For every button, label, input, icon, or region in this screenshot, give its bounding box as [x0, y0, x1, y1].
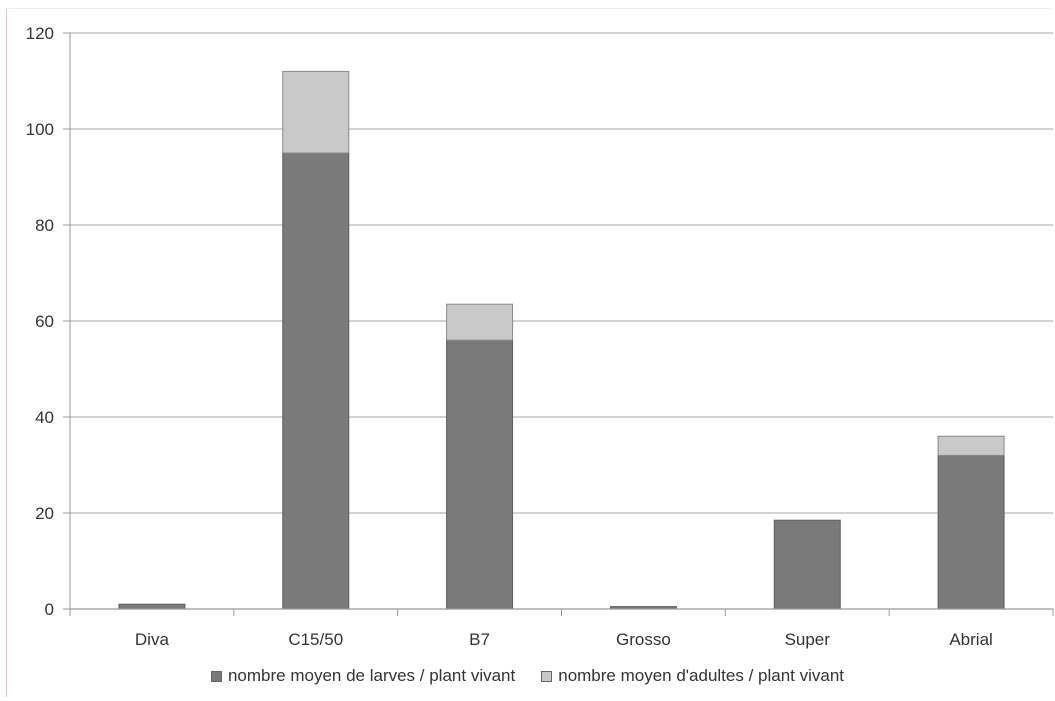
gridlines: [70, 32, 1053, 514]
x-axis-ticks: [69, 609, 1054, 616]
bar-larves-0: [118, 603, 186, 610]
bars: [118, 70, 1005, 610]
bar-adultes-5: [937, 435, 1005, 456]
bar-adultes-2: [446, 303, 514, 341]
y-tick-label-0: 0: [45, 600, 54, 619]
bar-larves-1: [282, 152, 350, 610]
chart-frame: [6, 8, 1051, 697]
legend-swatch-larves: [210, 670, 222, 682]
y-tick-label-40: 40: [35, 408, 54, 427]
y-tick-label-20: 20: [35, 504, 54, 523]
bar-larves-5: [937, 454, 1005, 610]
y-tick-label-80: 80: [35, 216, 54, 235]
category-label-2: B7: [469, 630, 490, 649]
category-label-1: C15/50: [288, 630, 343, 649]
category-label-5: Abrial: [949, 630, 992, 649]
category-label-3: Grosso: [616, 630, 671, 649]
legend-item-larves: nombre moyen de larves / plant vivant: [210, 666, 516, 686]
bar-larves-4: [773, 519, 841, 610]
legend-label-adultes: nombre moyen d'adultes / plant vivant: [558, 666, 845, 685]
legend: nombre moyen de larves / plant vivant no…: [0, 666, 1055, 686]
y-axis-ticks: 0 20 40 60 80 100 120: [26, 24, 71, 619]
category-labels: Diva C15/50 B7 Grosso Super Abrial: [135, 630, 993, 649]
y-tick-label-120: 120: [26, 24, 54, 43]
legend-label-larves: nombre moyen de larves / plant vivant: [227, 666, 516, 685]
legend-item-adultes: nombre moyen d'adultes / plant vivant: [541, 666, 844, 686]
y-tick-label-60: 60: [35, 312, 54, 331]
legend-swatch-adultes: [541, 670, 553, 682]
category-label-0: Diva: [135, 630, 170, 649]
bar-chart: 0 20 40 60 80 100 120 Diva C15/50 B7 Grosso Super A…: [26, 24, 1054, 649]
bar-adultes-1: [282, 70, 350, 154]
bar-larves-2: [446, 339, 514, 610]
y-tick-label-100: 100: [26, 120, 54, 139]
category-label-4: Super: [785, 630, 831, 649]
